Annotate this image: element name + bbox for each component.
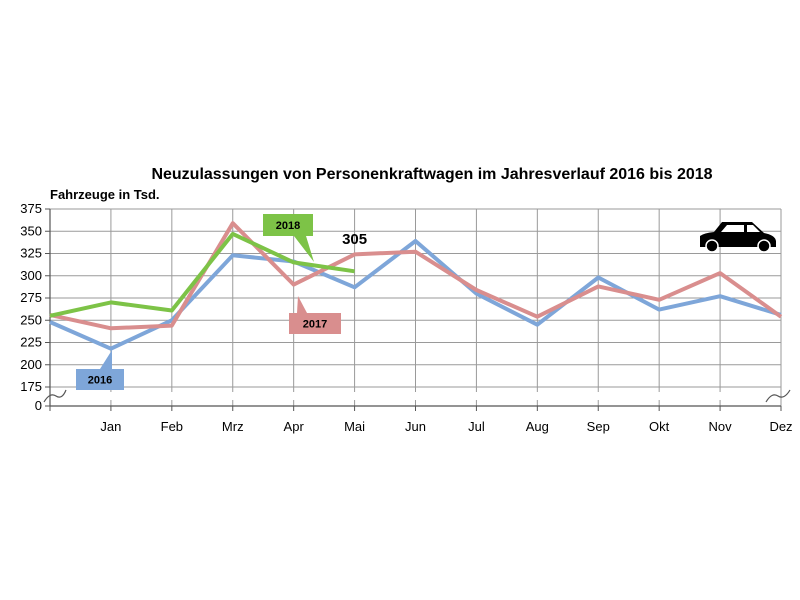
y-tick-label: 200: [20, 357, 42, 372]
y-tick-label: 250: [20, 312, 42, 327]
axes: 0 175 200 225 250 275 300 325 350 375 Jan Feb Mrz Apr…: [20, 201, 792, 434]
axis-break-right: [765, 389, 791, 403]
series-tag-label: 2018: [276, 220, 300, 232]
series-line-2016: [49, 239, 782, 351]
y-tick-label: 0: [35, 398, 42, 413]
x-tick-label: Dez: [769, 419, 792, 434]
x-tick-label: Nov: [709, 419, 733, 434]
series-tag-2016: 2016: [76, 350, 124, 390]
grid: [49, 208, 782, 406]
series-tag-label: 2017: [303, 319, 327, 331]
chart-title: Neuzulassungen von Personenkraftwagen im…: [151, 166, 712, 183]
y-tick-label: 375: [20, 201, 42, 216]
series-lines: [49, 221, 783, 351]
series-tag-label: 2016: [88, 375, 112, 387]
y-tick-label: 175: [20, 379, 42, 394]
y-axis-label: Fahrzeuge in Tsd.: [50, 187, 160, 202]
x-tick-label: Mrz: [222, 419, 244, 434]
axis-break-gap: [52, 392, 779, 400]
x-tick-label: Mai: [344, 419, 365, 434]
x-tick-label: Sep: [587, 419, 610, 434]
series-tag-2017: 2017: [289, 296, 341, 334]
y-tick-label: 325: [20, 246, 42, 261]
y-tick-label: 350: [20, 223, 42, 238]
x-tick-label: Jul: [468, 419, 485, 434]
axis-break-left: [43, 389, 67, 403]
series-tag-2018: 2018: [263, 214, 314, 262]
x-tick-label: Okt: [649, 419, 670, 434]
y-tick-label: 275: [20, 290, 42, 305]
x-tick-label: Jan: [100, 419, 121, 434]
car-icon: [700, 222, 776, 253]
y-tick-label: 225: [20, 335, 42, 350]
value-annotation: 305: [342, 231, 367, 248]
x-tick-label: Jun: [405, 419, 426, 434]
x-tick-label: Apr: [284, 419, 305, 434]
series-labels: 2016 2017 2018 305: [76, 214, 367, 390]
x-tick-label: Feb: [161, 419, 183, 434]
x-tick-label: Aug: [526, 419, 549, 434]
series-line-2018: [49, 231, 355, 318]
y-tick-label: 300: [20, 268, 42, 283]
series-line-2017: [49, 221, 783, 331]
